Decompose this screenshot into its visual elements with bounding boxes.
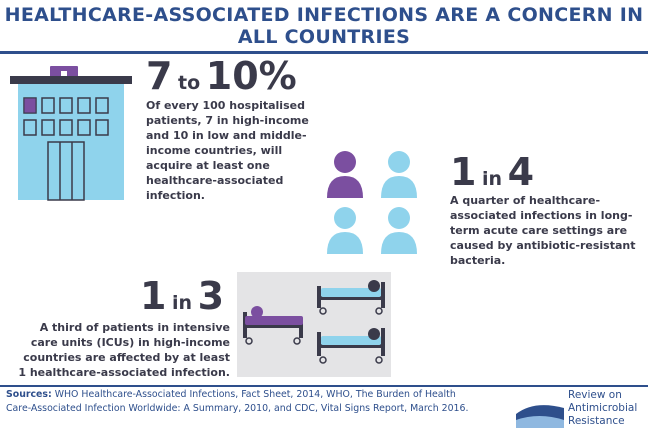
sources-text: Sources: WHO Healthcare-Associated Infec… xyxy=(6,388,476,416)
stat-value-a: 1 xyxy=(140,274,167,318)
sources-body: WHO Healthcare-Associated Infections, Fa… xyxy=(6,389,469,414)
sources-label: Sources: xyxy=(6,389,52,400)
stat-1-in-4: 1 in 4 xyxy=(450,150,534,194)
hospital-beds-icon xyxy=(243,280,385,364)
logo-line-2: Antimicrobial xyxy=(568,402,638,414)
stat-description: Of every 100 hospitalised patients, 7 in… xyxy=(146,99,309,202)
stat-value-b: 3 xyxy=(197,274,225,318)
stat-joiner: to xyxy=(178,72,201,94)
stat-value-a: 1 xyxy=(450,150,477,194)
hospital-icon xyxy=(10,66,132,201)
hospital-beds-panel xyxy=(237,272,391,377)
stat-value-a: 7 xyxy=(146,54,173,98)
stat-1-in-3: 1 in 3 xyxy=(140,274,224,318)
stat-value-b: 4 xyxy=(507,150,535,194)
page-title: HEALTHCARE-ASSOCIATED INFECTIONS ARE A C… xyxy=(4,4,644,48)
stat-7-to-10-percent: 7 to 10% xyxy=(146,54,297,98)
stat-value-b: 10% xyxy=(205,54,297,98)
title-divider xyxy=(0,51,648,54)
logo-line-3: Resistance xyxy=(568,415,625,427)
stat-description: A quarter of healthcare-associated infec… xyxy=(450,194,636,267)
stat-joiner: in xyxy=(172,292,193,314)
stat-description: A third of patients in intensive care un… xyxy=(18,321,230,379)
stat-joiner: in xyxy=(482,168,503,190)
logo-line-1: Review on xyxy=(568,389,622,401)
logo-text: Review on Antimicrobial Resistance xyxy=(568,389,648,428)
review-amr-logo xyxy=(516,405,564,428)
footer-divider xyxy=(0,385,648,387)
people-icon xyxy=(327,151,417,254)
